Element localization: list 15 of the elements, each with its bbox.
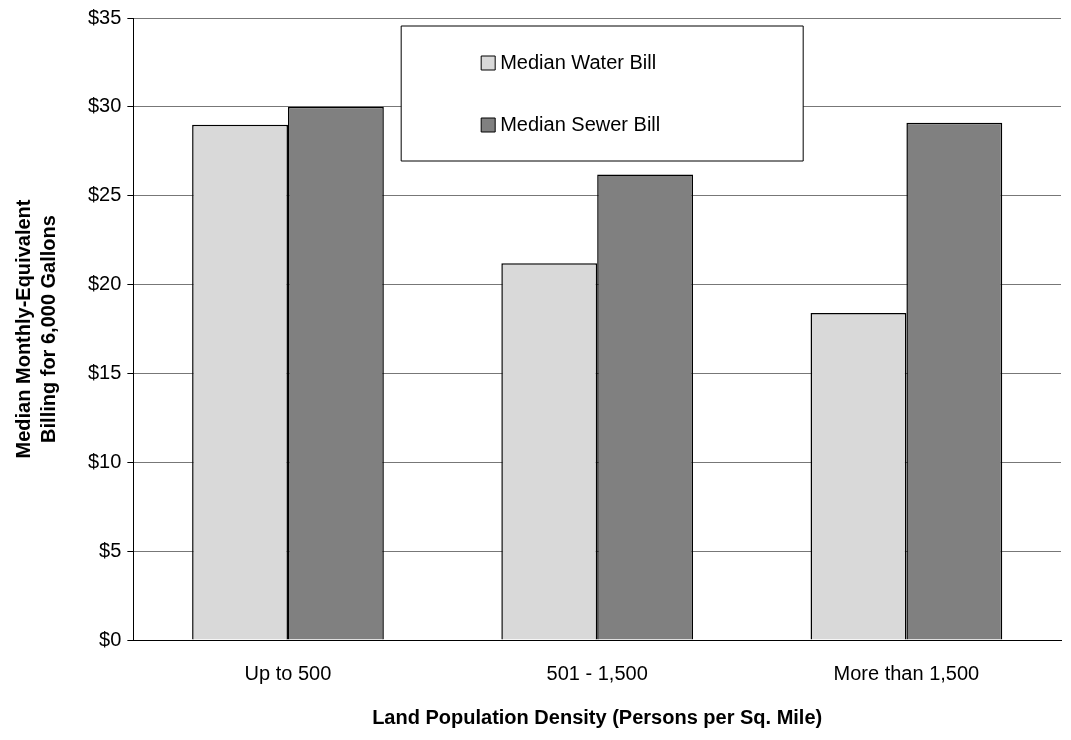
x-tick-label: More than 1,500 bbox=[833, 661, 980, 684]
legend-label: Median Sewer Bill bbox=[500, 112, 661, 135]
y-axis-title: Median Monthly-Equivalent Billing for 6,000 Gallons bbox=[12, 199, 60, 459]
legend-label: Median Water Bill bbox=[500, 50, 657, 73]
x-axis-title: Land Population Density (Persons per Sq. Mile) bbox=[372, 705, 823, 728]
y-tick-label: $0 bbox=[99, 627, 122, 650]
x-tick-label: 501 - 1,500 bbox=[546, 661, 648, 684]
y-tick-label: $25 bbox=[87, 183, 122, 206]
y-tick-label: $10 bbox=[87, 449, 122, 472]
y-tick-label: $5 bbox=[99, 538, 122, 561]
x-tick-label: Up to 500 bbox=[244, 661, 332, 684]
y-tick-label: $20 bbox=[87, 272, 122, 295]
y-tick-label: $15 bbox=[87, 360, 122, 383]
y-tick-label: $35 bbox=[87, 5, 122, 28]
y-tick-label: $30 bbox=[87, 94, 122, 117]
